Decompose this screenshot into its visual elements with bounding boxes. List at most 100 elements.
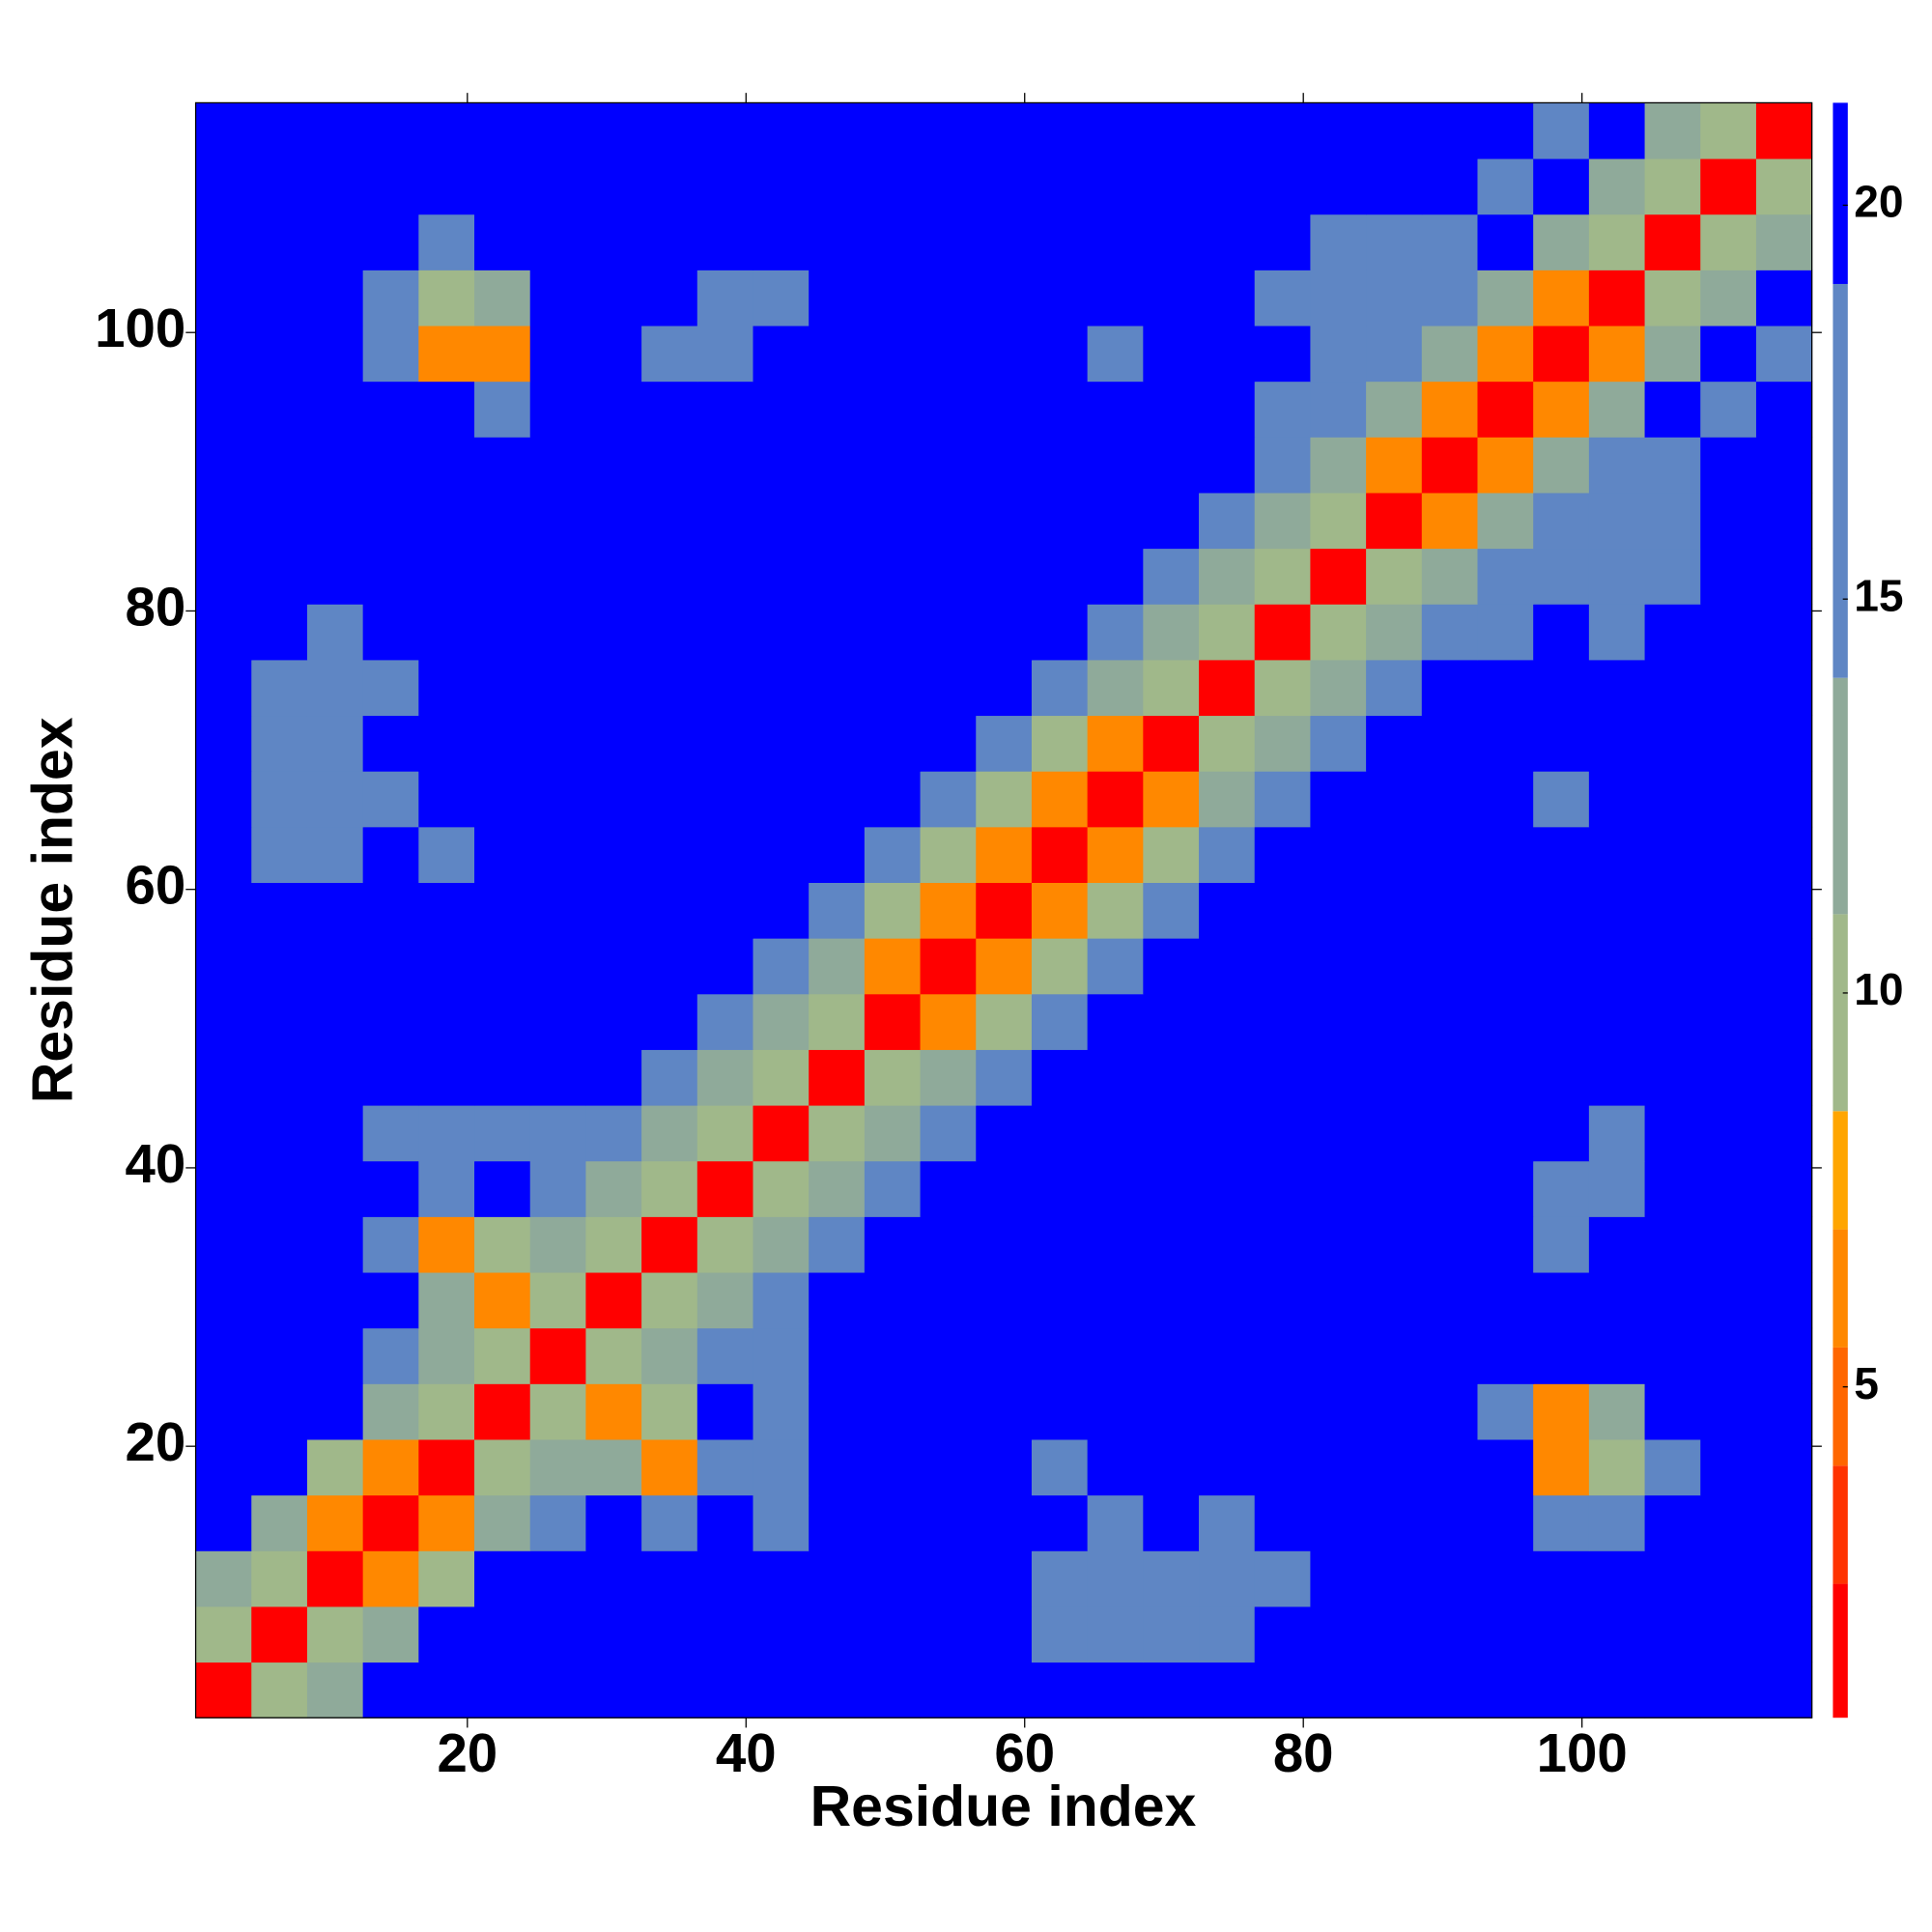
heat-cell [1310, 826, 1367, 883]
heat-cell [418, 1605, 475, 1663]
heat-cell [418, 213, 475, 270]
heat-cell [1254, 604, 1311, 661]
heat-cell [195, 715, 252, 772]
heat-cell [306, 548, 364, 605]
heat-cell [195, 1438, 252, 1496]
heat-cell [1588, 492, 1646, 550]
heat-cell [920, 1494, 977, 1551]
heat-cell [1031, 1272, 1089, 1329]
heat-cell [976, 1438, 1033, 1496]
heat-cell [1254, 1662, 1311, 1719]
heat-cell [362, 270, 419, 327]
heat-cell [1310, 659, 1367, 717]
heat-cell [251, 158, 308, 215]
heat-cell [1087, 158, 1144, 215]
heat-cell [696, 1438, 754, 1496]
heat-cell [306, 1550, 364, 1607]
heat-cell [474, 1383, 531, 1440]
colorbar-tick-label: 5 [1854, 1358, 1879, 1408]
heat-cell [418, 826, 475, 883]
heat-cell [696, 826, 754, 883]
heat-cell [1031, 1550, 1089, 1607]
heat-cell [1310, 882, 1367, 939]
heat-cell [474, 1105, 531, 1162]
heat-cell [1700, 1216, 1757, 1273]
heat-cell [1477, 1383, 1534, 1440]
heat-cell [362, 1550, 419, 1607]
heat-cell [1588, 1605, 1646, 1663]
heat-cell [1254, 771, 1311, 828]
heat-cell [920, 1327, 977, 1384]
heat-cell [1254, 715, 1311, 772]
heat-cell [1310, 102, 1367, 159]
heat-cell [809, 771, 866, 828]
heat-cell [809, 1216, 866, 1273]
heat-cell [753, 993, 810, 1050]
heat-cell [1031, 1494, 1089, 1551]
heat-cell [1588, 604, 1646, 661]
heat-cell [976, 826, 1033, 883]
heat-cell [976, 326, 1033, 383]
heat-cell [306, 158, 364, 215]
heat-cell [585, 1105, 642, 1162]
heat-cell [1087, 604, 1144, 661]
heat-cell [306, 1662, 364, 1719]
heat-cell [1700, 1494, 1757, 1551]
heat-cell [474, 270, 531, 327]
heat-cell [864, 1438, 922, 1496]
heat-cell [696, 381, 754, 438]
heat-cell [195, 1605, 252, 1663]
heat-cell [1254, 326, 1311, 383]
heat-cell [1755, 158, 1813, 215]
heat-cell [641, 1105, 698, 1162]
heat-cell [251, 381, 308, 438]
heat-cell [1310, 1327, 1367, 1384]
heat-cell [1644, 826, 1701, 883]
heat-cell [976, 213, 1033, 270]
heat-cell [1533, 993, 1590, 1050]
heat-cell [195, 1494, 252, 1551]
heat-cell [1477, 715, 1534, 772]
heat-cell [1644, 158, 1701, 215]
heat-cell [1477, 1272, 1534, 1329]
heat-cell [251, 1438, 308, 1496]
heat-cell [920, 993, 977, 1050]
heat-cell [474, 492, 531, 550]
heat-cell [474, 1160, 531, 1217]
heat-cell [1254, 548, 1311, 605]
heat-cell [864, 1105, 922, 1162]
colorbar-segment [1833, 914, 1848, 1112]
heat-cell [529, 1662, 586, 1719]
heat-cell [306, 1438, 364, 1496]
heat-cell [696, 1049, 754, 1106]
heat-cell [362, 1216, 419, 1273]
heat-cell [1254, 270, 1311, 327]
heat-cell [195, 270, 252, 327]
heat-cell [920, 381, 977, 438]
heat-cell [251, 326, 308, 383]
heat-cell [1366, 1216, 1423, 1273]
heat-cell [696, 1494, 754, 1551]
heat-cell [1310, 1216, 1367, 1273]
heat-cell [864, 1327, 922, 1384]
heat-cell [920, 1049, 977, 1106]
heat-cell [696, 882, 754, 939]
heat-cell [696, 938, 754, 995]
heat-cell [809, 604, 866, 661]
heat-cell [529, 1160, 586, 1217]
heat-cell [1644, 1049, 1701, 1106]
heat-cell [1087, 993, 1144, 1050]
heat-cell [1366, 1049, 1423, 1106]
heat-cell [1199, 993, 1256, 1050]
heat-cell [418, 492, 475, 550]
heat-cell [251, 1550, 308, 1607]
heat-cell [195, 1049, 252, 1106]
heat-cell [753, 882, 810, 939]
heat-cell [864, 1272, 922, 1329]
heat-cell [1143, 213, 1200, 270]
heat-cell [1366, 1605, 1423, 1663]
heat-cell [1700, 213, 1757, 270]
heat-cell [920, 938, 977, 995]
heat-cell [1421, 381, 1478, 438]
heat-cell [641, 715, 698, 772]
